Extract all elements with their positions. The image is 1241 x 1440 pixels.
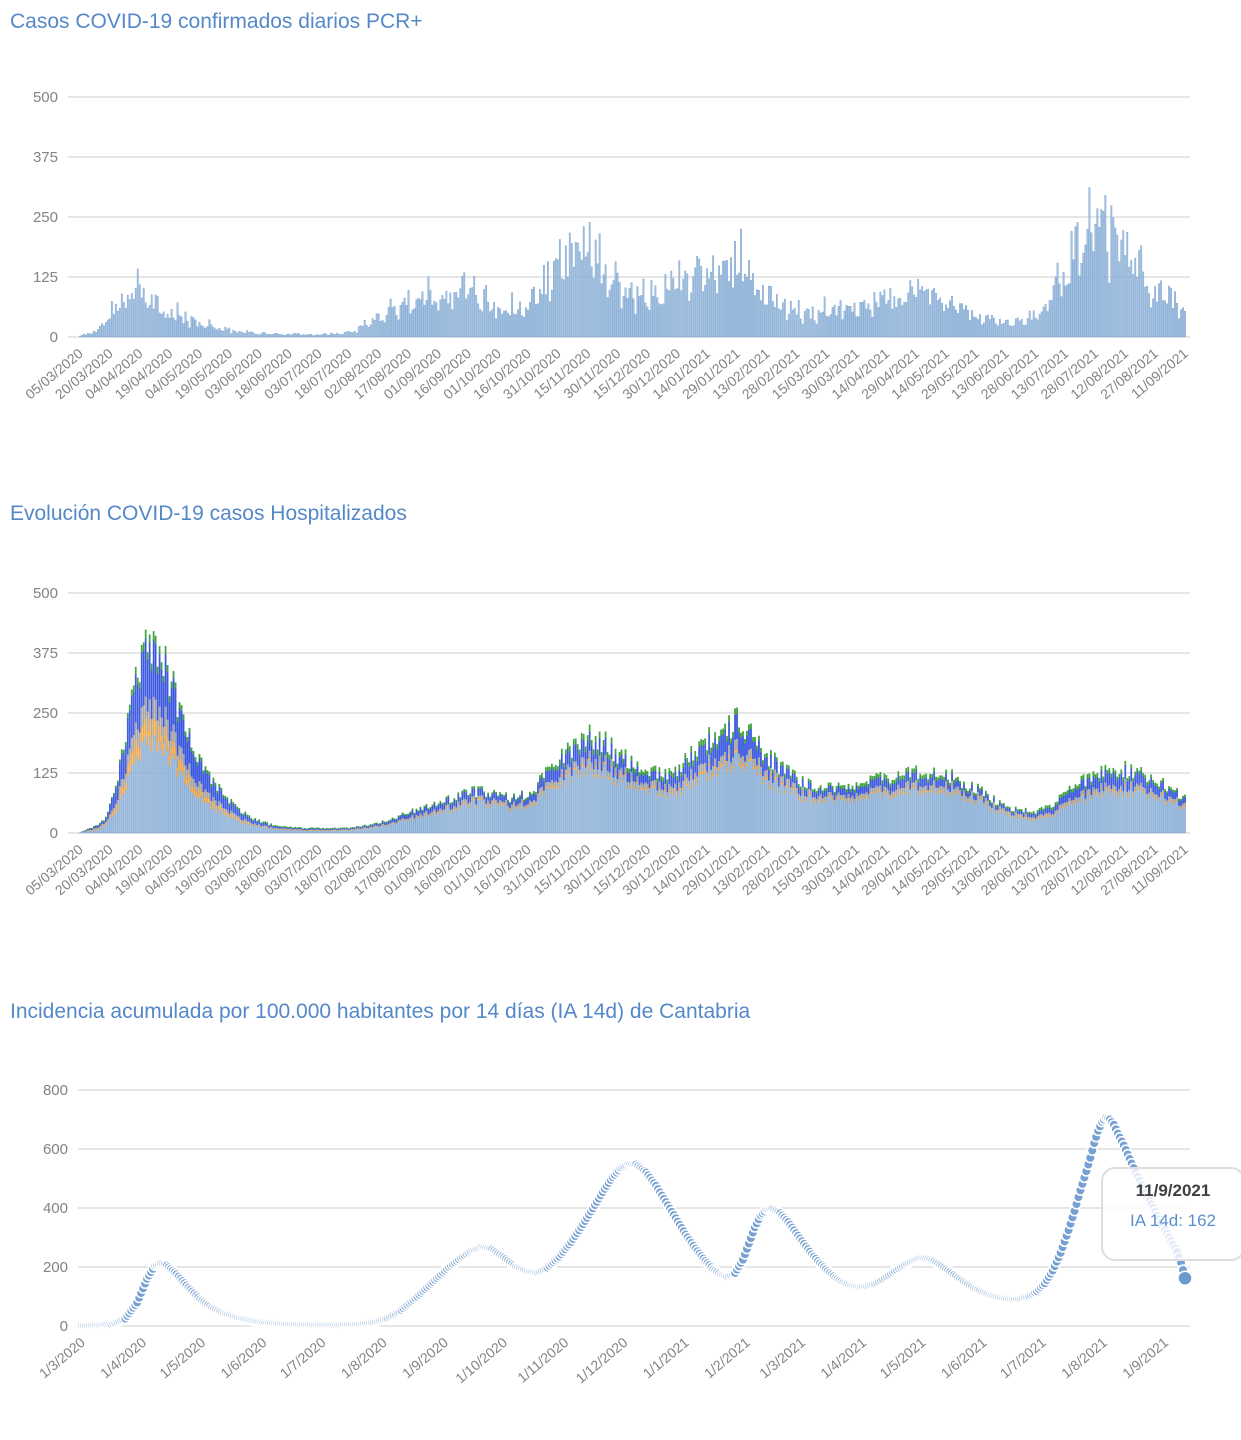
hospitalized-stacked-bar-chart[interactable]: 0 125 250 375 500 05/03/202020/03/202004/04/2… [0, 490, 1241, 985]
chart-tooltip: 11/9/2021 IA 14d: 162 [1101, 1167, 1241, 1261]
svg-text:1/3/2021: 1/3/2021 [756, 1334, 808, 1381]
svg-text:500: 500 [33, 89, 58, 106]
svg-text:800: 800 [43, 1082, 68, 1099]
tooltip-value: IA 14d: 162 [1129, 1211, 1217, 1230]
x-axis-labels: 1/3/2020 1/4/2020 1/5/2020 1/6/2020 1/7/2020… [36, 1334, 1171, 1386]
chart-block-hospitalized: Evolución COVID-19 casos Hospitalizados … [0, 490, 1241, 985]
svg-text:375: 375 [33, 645, 58, 662]
svg-text:1/5/2020: 1/5/2020 [156, 1334, 208, 1381]
svg-text:1/5/2021: 1/5/2021 [876, 1334, 928, 1381]
incidence-dots [76, 1112, 1193, 1332]
svg-text:1/7/2021: 1/7/2021 [997, 1334, 1049, 1381]
svg-text:200: 200 [43, 1259, 68, 1276]
chart-block-pcr-cases: Casos COVID-19 confirmados diarios PCR+ … [0, 0, 1241, 490]
stacked-bars [79, 629, 1186, 834]
svg-text:500: 500 [33, 585, 58, 602]
svg-text:125: 125 [33, 765, 58, 782]
svg-text:1/6/2020: 1/6/2020 [217, 1334, 269, 1381]
y-axis-labels: 0 125 250 375 500 [33, 89, 58, 346]
svg-text:250: 250 [33, 705, 58, 722]
y-axis-labels: 0 200 400 600 800 [43, 1082, 68, 1335]
svg-text:1/4/2020: 1/4/2020 [97, 1334, 149, 1381]
x-axis-labels: 05/03/202020/03/202004/04/202019/04/2020… [22, 841, 1191, 898]
chart-title-pcr-cases: Casos COVID-19 confirmados diarios PCR+ [10, 10, 423, 33]
tooltip-date: 11/9/2021 [1135, 1181, 1211, 1200]
daily-bars [79, 187, 1186, 338]
svg-text:250: 250 [33, 209, 58, 226]
svg-text:1/1/2021: 1/1/2021 [640, 1334, 692, 1381]
svg-text:1/11/2020: 1/11/2020 [514, 1334, 571, 1386]
chart-block-incidence: Incidencia acumulada por 100.000 habitan… [0, 985, 1241, 1440]
svg-text:1/9/2020: 1/9/2020 [399, 1334, 451, 1381]
svg-text:400: 400 [43, 1200, 68, 1217]
pcr-cases-bar-chart[interactable]: 0 125 250 375 500 05/03/202020/03/202004/04/2… [0, 0, 1241, 490]
x-axis-labels: 05/03/202020/03/202004/04/202019/04/2020… [22, 345, 1191, 402]
svg-text:1/2/2021: 1/2/2021 [701, 1334, 753, 1381]
chart-title-incidence: Incidencia acumulada por 100.000 habitan… [10, 1000, 751, 1023]
svg-text:1/4/2021: 1/4/2021 [817, 1334, 869, 1381]
svg-text:1/12/2020: 1/12/2020 [573, 1334, 631, 1386]
selected-data-point[interactable] [1177, 1270, 1193, 1286]
svg-text:0: 0 [50, 329, 58, 346]
svg-text:1/3/2020: 1/3/2020 [36, 1334, 88, 1381]
svg-text:125: 125 [33, 269, 58, 286]
chart-title-hospitalized: Evolución COVID-19 casos Hospitalizados [10, 502, 407, 525]
svg-text:1/8/2020: 1/8/2020 [338, 1334, 390, 1381]
svg-text:1/8/2021: 1/8/2021 [1058, 1334, 1110, 1381]
svg-text:0: 0 [50, 825, 58, 842]
svg-text:1/9/2021: 1/9/2021 [1119, 1334, 1171, 1381]
svg-text:1/7/2020: 1/7/2020 [277, 1334, 329, 1381]
svg-text:1/10/2020: 1/10/2020 [452, 1334, 510, 1386]
svg-text:0: 0 [60, 1318, 68, 1335]
svg-text:600: 600 [43, 1141, 68, 1158]
svg-text:1/6/2021: 1/6/2021 [938, 1334, 990, 1381]
svg-text:375: 375 [33, 149, 58, 166]
y-axis-labels: 0 125 250 375 500 [33, 585, 58, 842]
gridlines [78, 1089, 1190, 1327]
